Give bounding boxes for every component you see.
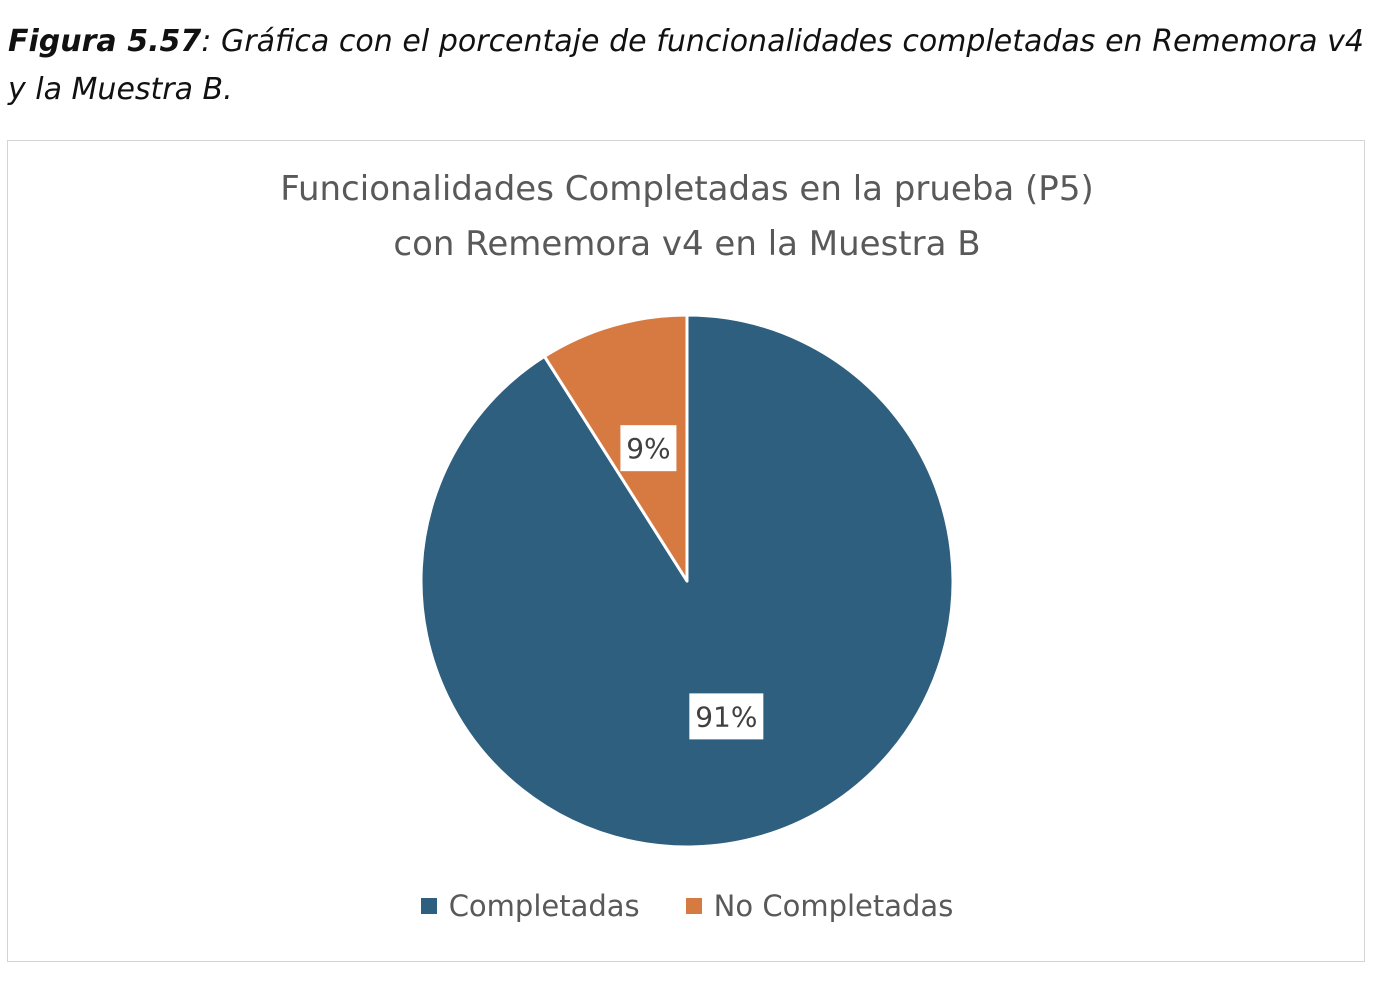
chart-container: Funcionalidades Completadas en la prueba… (7, 140, 1365, 962)
chart-legend: Completadas No Completadas (8, 889, 1366, 923)
legend-swatch-no-completadas (685, 898, 702, 914)
figure-label: Figura 5.57 (8, 24, 202, 59)
legend-label-no-completadas: No Completadas (713, 889, 954, 923)
data-label-box-no-completadas (620, 425, 677, 472)
figure-caption-text: : Gráfica con el porcentaje de funcional… (8, 24, 1364, 107)
figure-caption: Figura 5.57: Gráfica con el porcentaje d… (8, 18, 1364, 114)
legend-item-completadas: Completadas (420, 889, 640, 923)
legend-item-no-completadas: No Completadas (685, 889, 954, 923)
chart-title-line-2: con Rememora v4 en la Muestra B (393, 224, 981, 264)
data-label-text-no-completadas: 9% (626, 432, 670, 465)
legend-swatch-completadas (420, 898, 437, 914)
data-label-no-completadas: 9% (620, 425, 677, 472)
data-label-completadas: 91% (689, 693, 764, 740)
legend-label-completadas: Completadas (448, 889, 640, 923)
chart-title-line-1: Funcionalidades Completadas en la prueba… (280, 169, 1094, 209)
data-label-box-completadas (689, 693, 764, 740)
pie-slice-no-completadas (542, 313, 689, 583)
pie-chart: 91% 9% (419, 313, 955, 849)
data-label-text-completadas: 91% (695, 700, 757, 733)
